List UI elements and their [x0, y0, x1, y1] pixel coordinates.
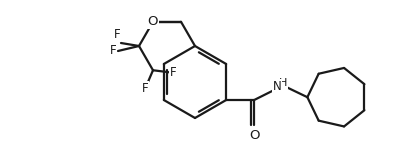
Text: O: O — [148, 15, 158, 28]
Text: F: F — [170, 66, 176, 79]
Text: O: O — [249, 129, 259, 142]
Text: F: F — [114, 28, 120, 41]
Text: F: F — [142, 82, 149, 95]
Text: F: F — [110, 43, 116, 57]
Text: N: N — [273, 80, 282, 93]
Text: H: H — [279, 78, 287, 88]
